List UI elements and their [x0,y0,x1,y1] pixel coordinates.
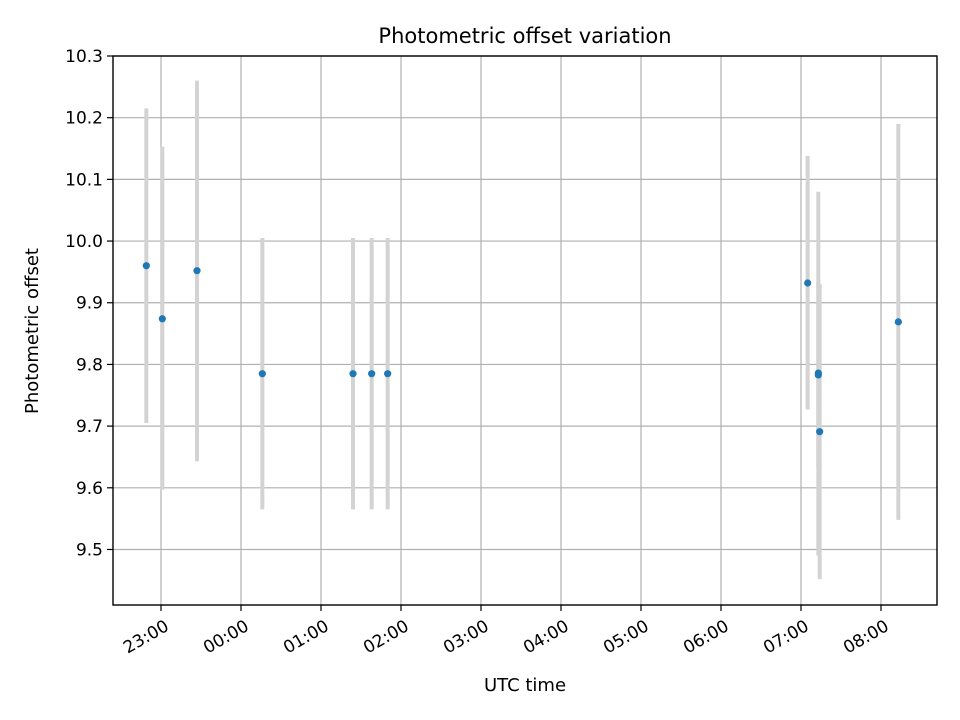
data-point [894,318,902,326]
y-tick-label: 9.8 [76,355,103,375]
data-point [814,371,822,379]
data-points [142,262,902,436]
plot-frame [112,55,938,606]
grid [113,55,937,605]
data-point [804,279,812,287]
data-point [142,262,150,270]
y-axis: 9.5 9.6 9.7 9.8 9.9 10.0 10.1 10.2 10.3 [65,47,113,560]
y-tick-label: 9.6 [76,479,103,499]
data-point [384,370,392,378]
y-axis-label: Photometric offset [22,248,43,414]
data-point [368,370,376,378]
data-point [349,370,357,378]
y-tick-label: 10.2 [65,109,103,129]
data-point [193,267,201,275]
x-axis-label: UTC time [484,675,566,696]
y-tick-label: 9.5 [76,540,103,560]
y-tick-label: 10.3 [65,47,103,67]
chart-title: Photometric offset variation [378,24,671,48]
y-tick-label: 10.0 [65,232,103,252]
data-point [258,370,266,378]
y-tick-label: 9.7 [76,417,103,437]
y-tick-label: 10.1 [65,170,103,190]
data-point [158,315,166,323]
y-tick-label: 9.9 [76,294,103,314]
data-point [816,428,824,436]
